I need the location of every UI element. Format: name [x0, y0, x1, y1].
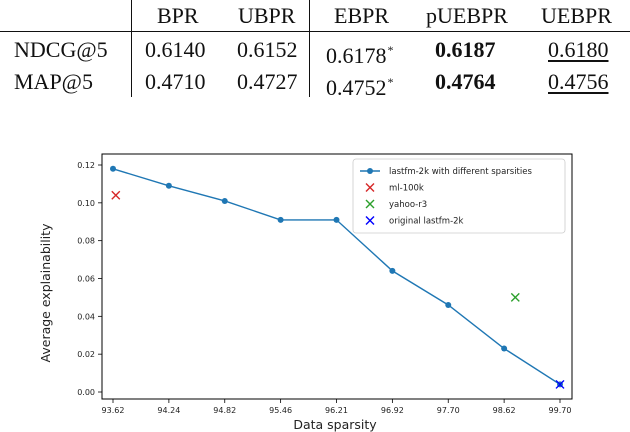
legend-label: yahoo-r3 — [389, 200, 427, 210]
x-tick-label: 99.70 — [549, 406, 572, 415]
x-tick-label: 98.62 — [493, 406, 516, 415]
cross-stroke — [365, 216, 375, 225]
col-header-puebpr: pUEBPR — [426, 3, 508, 28]
cell-ndcg-ubpr: 0.6152 — [237, 37, 298, 62]
plot-frame — [101, 153, 573, 400]
point-ml-100k — [111, 190, 121, 200]
legend-box — [352, 158, 566, 234]
cell-map-ubpr: 0.4727 — [237, 69, 298, 94]
y-tick-label: 0.08 — [77, 237, 95, 246]
cross-stroke — [365, 183, 375, 192]
cross-stroke — [510, 292, 520, 302]
series-point — [333, 216, 340, 223]
explainability-chart: 93.62 94.24 94.82 95.46 96.21 96.92 97.70 98.62… — [38, 153, 573, 432]
cross-stroke — [555, 379, 565, 389]
row-label-map: MAP@5 — [14, 69, 93, 94]
results-table: BPR UBPR EBPR pUEBPR UEBPR NDCG@5 0.6140… — [0, 0, 630, 100]
table-header-rule — [0, 31, 630, 33]
series-point — [221, 197, 228, 204]
legend-x-swatch — [365, 183, 375, 192]
col-header-ubpr: UBPR — [238, 3, 296, 28]
series-point — [165, 182, 172, 189]
cell-map-puebpr: 0.4764 — [435, 69, 496, 94]
cell-map-ebpr: 0.4752* — [326, 75, 394, 100]
legend-label: lastfm-2k with different sparsities — [389, 167, 532, 177]
cell-ndcg-bpr: 0.6140 — [145, 37, 206, 62]
series-layer — [110, 165, 565, 389]
y-axis-label: Average explainability — [38, 223, 53, 363]
cell-ndcg-ebpr: 0.6178* — [326, 43, 394, 68]
x-tick-label: 97.70 — [437, 406, 460, 415]
y-tick-label: 0.02 — [77, 350, 95, 359]
col-header-ebpr: EBPR — [334, 3, 390, 28]
cell-ndcg-puebpr: 0.6187 — [435, 37, 496, 62]
series-point — [277, 216, 284, 223]
col-header-bpr: BPR — [157, 3, 199, 28]
y-tick-label: 0.06 — [77, 275, 95, 284]
legend-marker-swatch — [367, 168, 373, 174]
x-tick-label: 94.82 — [213, 406, 236, 415]
cross-stroke — [365, 199, 375, 209]
cell-map-bpr: 0.4710 — [145, 69, 206, 94]
point-original lastfm-2k — [555, 379, 565, 389]
col-header-uebpr: UEBPR — [541, 3, 612, 28]
series-point — [501, 345, 508, 352]
point-yahoo-r3 — [510, 292, 520, 302]
table-group-divider — [309, 0, 311, 97]
legend-label: ml-100k — [389, 184, 424, 194]
x-tick-label: 93.62 — [102, 406, 125, 415]
significance-marker: * — [387, 43, 394, 57]
y-tick-label: 0.00 — [77, 388, 95, 397]
y-tick-label: 0.04 — [77, 312, 95, 321]
cross-stroke — [111, 190, 121, 200]
axes: 93.62 94.24 94.82 95.46 96.21 96.92 97.70 98.62… — [77, 153, 573, 415]
significance-marker: * — [387, 75, 394, 89]
legend-label: original lastfm-2k — [389, 217, 464, 227]
y-tick-label: 0.12 — [77, 161, 95, 170]
y-tick-label: 0.10 — [77, 199, 95, 208]
x-tick-label: 96.92 — [381, 406, 404, 415]
series-point — [389, 267, 396, 274]
table-header-divider — [131, 0, 133, 97]
legend: lastfm-2k with different sparsities ml-10… — [352, 158, 566, 234]
legend-x-swatch — [365, 199, 375, 209]
series-point — [445, 301, 452, 308]
cell-ndcg-uebpr: 0.6180 — [548, 37, 609, 62]
series-point — [110, 165, 116, 172]
x-axis-label: Data sparsity — [293, 417, 377, 432]
cell-map-uebpr: 0.4756 — [548, 69, 609, 94]
x-tick-label: 94.24 — [157, 406, 180, 415]
x-tick-label: 96.21 — [325, 406, 348, 415]
x-tick-label: 95.46 — [269, 406, 292, 415]
row-label-ndcg: NDCG@5 — [14, 37, 108, 62]
legend-x-swatch — [365, 216, 375, 225]
